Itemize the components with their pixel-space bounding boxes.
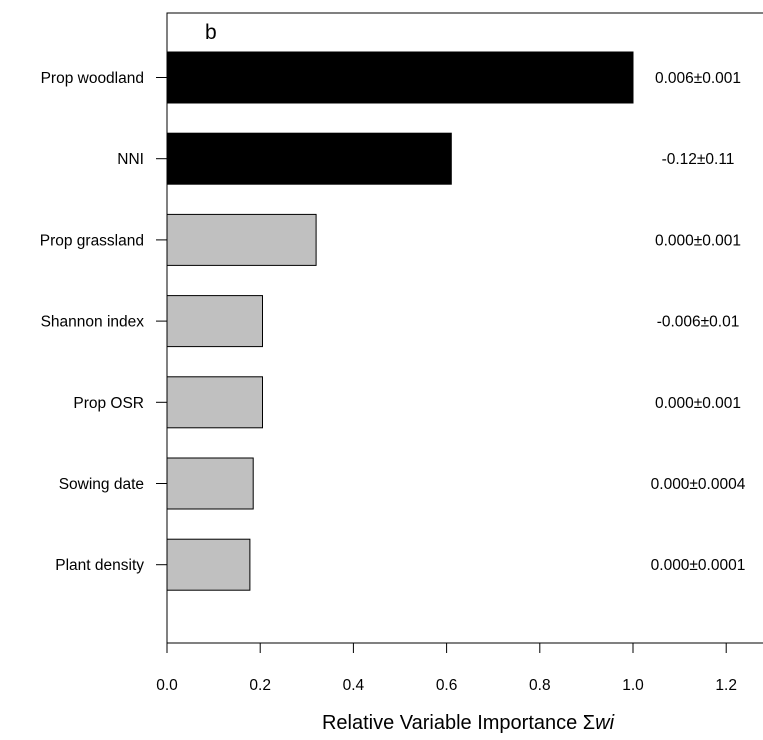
value-label: 0.000±0.0004 [651,476,746,493]
value-label: 0.006±0.001 [655,70,741,87]
bars-group [166,51,634,591]
value-label: 0.000±0.001 [655,232,741,249]
x-tick-label: 0.4 [343,677,365,694]
value-label: -0.006±0.01 [657,314,740,331]
value-labels-group: 0.006±0.001 -0.12±0.11 0.000±0.001 -0.006±0… [651,70,746,574]
bar [166,213,317,266]
category-label: NNI [117,151,144,168]
x-axis: 0.0 0.2 0.4 0.6 0.8 1.0 1.2 [156,643,737,694]
panel-label: b [205,21,217,44]
bar [166,457,254,510]
x-tick-label: 1.2 [715,677,737,694]
x-tick-label: 0.0 [156,677,178,694]
x-tick-label: 0.2 [249,677,271,694]
category-label: Prop OSR [73,395,144,412]
category-label: Sowing date [59,476,144,493]
x-tick-label: 0.8 [529,677,551,694]
value-label: 0.000±0.0001 [651,557,746,574]
x-axis-label: Relative Variable Importance Σwi [322,712,615,734]
bar [166,51,634,104]
category-label: Prop grassland [40,232,144,249]
category-label: Plant density [55,557,144,574]
category-labels-group: Prop woodland NNI Prop grassland Shannon in… [40,70,167,574]
category-label: Shannon index [41,314,145,331]
bar [166,538,251,591]
bar [166,295,263,348]
x-axis-label-italic: wi [595,712,614,734]
x-tick-label: 0.6 [436,677,458,694]
bar [166,132,452,185]
bar [166,376,263,429]
value-label: 0.000±0.001 [655,395,741,412]
category-label: Prop woodland [41,70,144,87]
value-label: -0.12±0.11 [662,151,735,168]
x-axis-label-main: Relative Variable Importance Σ [322,712,595,734]
x-tick-label: 1.0 [622,677,644,694]
